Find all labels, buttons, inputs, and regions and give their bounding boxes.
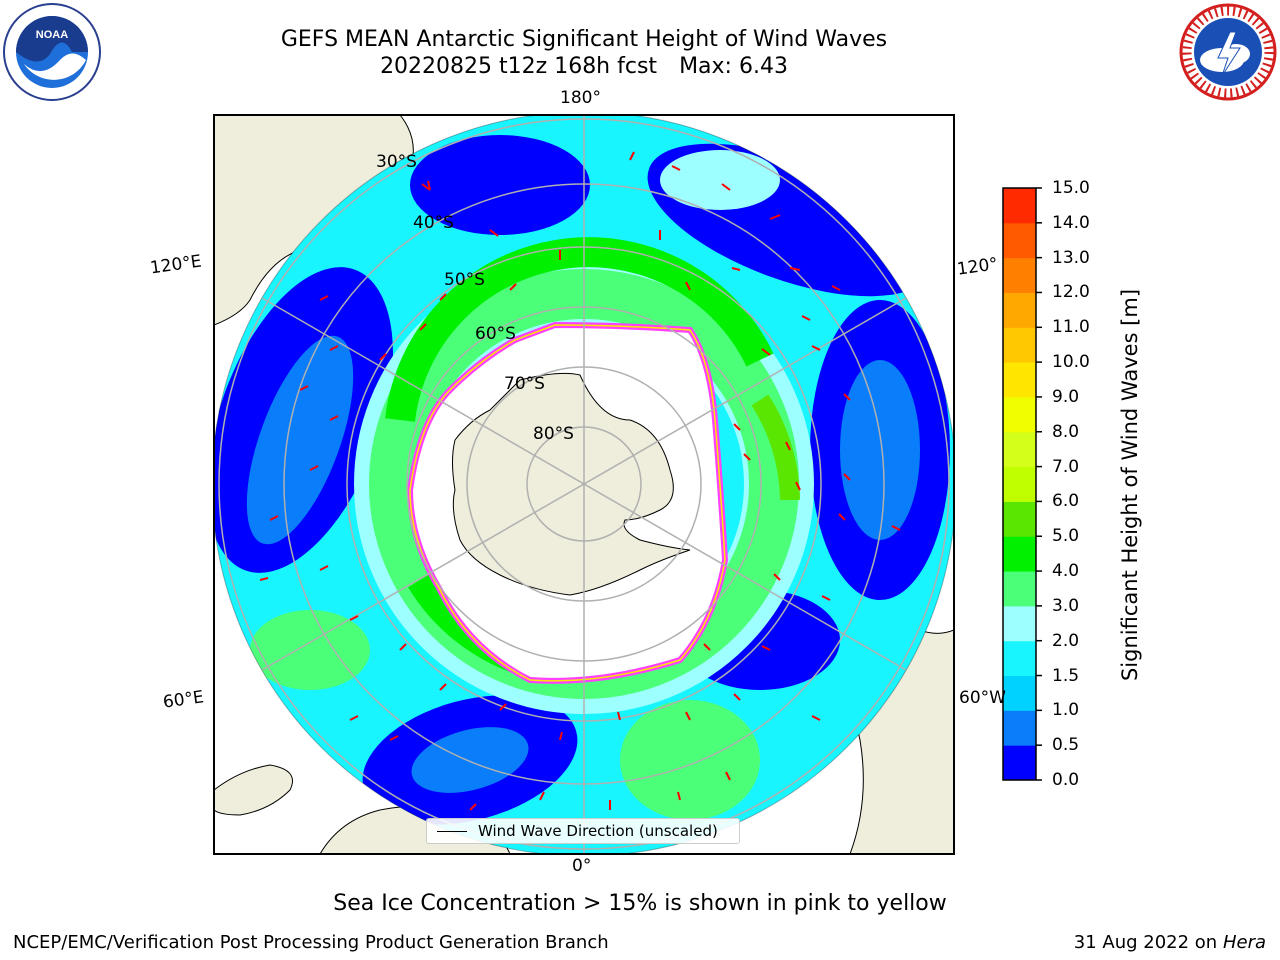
colorbar [1003,188,1036,781]
max-value: Max: 6.43 [679,54,788,79]
colorbar-label: Significant Height of Wind Waves [m] [1118,288,1142,682]
svg-text:NOAA: NOAA [36,29,68,41]
colorbar-bin [1003,640,1036,677]
lat-label-30: 30°S [376,152,417,172]
colorbar-bin [1003,188,1036,224]
colorbar-tick-label: 0.5 [1052,735,1080,756]
lon-label-top: 180° [560,88,601,108]
colorbar-bin [1003,571,1036,607]
colorbar-bin [1003,362,1036,398]
colorbar-bin [1003,292,1036,328]
footer-date: 31 Aug 2022 on [1073,932,1218,953]
colorbar-tick-label: 4.0 [1052,561,1080,582]
lat-label-50: 50°S [444,270,485,290]
colorbar-tick-label: 6.0 [1052,491,1080,512]
wave-direction-arrows [259,151,901,811]
legend-label: Wind Wave Direction (unscaled) [478,822,718,840]
footer-left: NCEP/EMC/Verification Post Processing Pr… [13,932,609,953]
colorbar-bin [1003,675,1036,711]
colorbar-bin [1003,605,1036,642]
colorbar-tick-label: 1.5 [1052,665,1080,686]
lat-label-60: 60°S [475,324,516,344]
colorbar-bin [1003,327,1036,363]
colorbar-bin [1003,222,1036,259]
colorbar-ticks [1036,187,1042,781]
colorbar-bin [1003,431,1036,468]
colorbar-tick-label: 14.0 [1052,212,1090,233]
map-frame [213,114,955,855]
colorbar-tick-label: 10.0 [1052,352,1090,373]
colorbar-tick-label: 0.0 [1052,770,1080,790]
noaa-logo: NOAA [3,3,101,101]
colorbar-bin [1003,745,1036,781]
antarctica [452,372,691,596]
colorbar-tick-label: 1.0 [1052,700,1080,721]
colorbar-bin [1003,396,1036,433]
lat-label-80: 80°S [533,424,574,444]
colorbar-tick-label: 12.0 [1052,282,1090,303]
lat-label-70: 70°S [504,374,545,394]
sea-ice-note: Sea Ice Concentration > 15% is shown in … [333,891,947,916]
colorbar-tick-label: 11.0 [1052,317,1090,338]
map-legend: Wind Wave Direction (unscaled) [426,818,740,844]
colorbar-tick-label: 8.0 [1052,421,1080,442]
lon-label-bottom: 0° [572,856,592,876]
colorbar-bin [1003,710,1036,746]
footer-machine: Hera [1222,932,1266,953]
colorbar-tick-label: 7.0 [1052,456,1080,477]
colorbar-tick-label: 2.0 [1052,630,1080,651]
colorbar-bin [1003,501,1036,537]
colorbar-bin [1003,257,1036,293]
colorbar-tick-label: 3.0 [1052,595,1080,616]
colorbar-frame [1002,187,1037,781]
graticule [218,115,950,854]
colorbar-tick-label: 13.0 [1052,247,1090,268]
lon-label-right-lower: 60°W [959,688,1006,708]
colorbar-bin [1003,466,1036,502]
nws-logo [1179,3,1277,101]
lat-label-40: 40°S [413,213,454,233]
footer-right: 31 Aug 2022 on Hera [1074,932,1266,953]
chart-title: GEFS MEAN Antarctic Significant Height o… [280,27,888,52]
colorbar-bin [1003,536,1036,572]
legend-line-icon [437,831,467,832]
colorbar-tick-label: 5.0 [1052,526,1080,547]
colorbar-tick-label: 9.0 [1052,386,1080,407]
run-info: 20220825 t12z 168h fcst [380,54,658,79]
colorbar-tick-label: 15.0 [1052,178,1090,198]
chart-subtitle: 20220825 t12z 168h fcst Max: 6.43 [184,54,984,80]
